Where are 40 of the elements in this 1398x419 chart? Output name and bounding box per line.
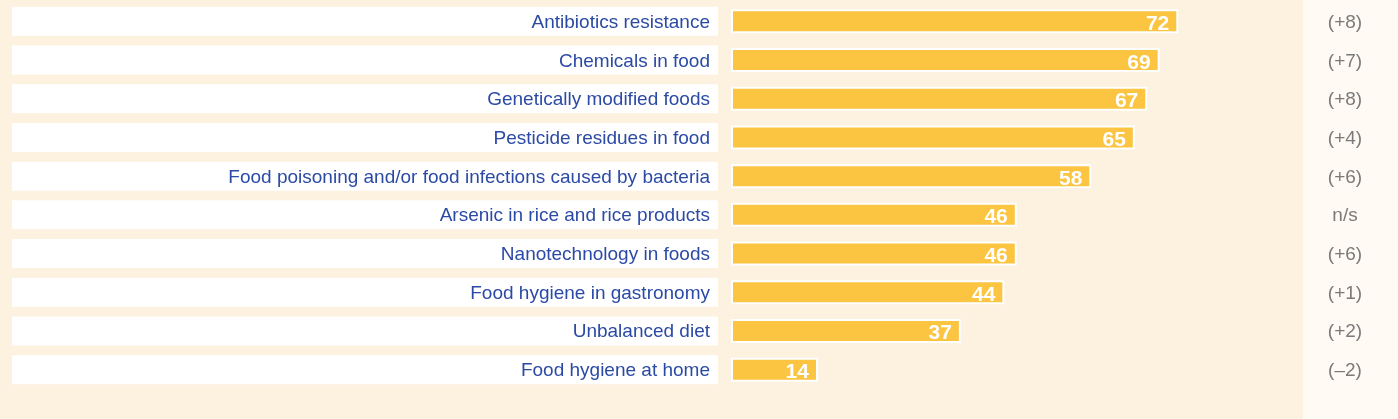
y-tick-label: Unbalanced diet [572, 320, 711, 342]
text: (+6) [1327, 243, 1363, 265]
text: (+4) [1327, 126, 1363, 148]
bar [731, 48, 1160, 73]
data-label: 46 [984, 243, 1008, 267]
text: (+1) [1327, 281, 1363, 303]
bar [731, 86, 1148, 111]
bar [731, 9, 1179, 34]
data-label: 44 [971, 281, 996, 305]
bar [731, 280, 1005, 305]
data-label: 65 [1102, 126, 1127, 150]
data-label: 58 [1058, 165, 1083, 189]
text: (+7) [1327, 49, 1363, 71]
data-label: 72 [1145, 10, 1170, 34]
bar [731, 164, 1092, 189]
data-label: 46 [984, 204, 1008, 228]
y-tick-label: Nanotechnology in foods [500, 243, 710, 265]
bar [731, 241, 1017, 266]
y-tick-label: Chemicals in food [558, 49, 710, 71]
y-tick-label: Arsenic in rice and rice products [439, 204, 710, 226]
text: (+8) [1327, 10, 1363, 32]
text: (+2) [1327, 320, 1363, 342]
y-tick-label: Pesticide residues in food [493, 126, 710, 148]
y-tick-label: Genetically modified foods [487, 88, 710, 110]
y-tick-label: Food poisoning and/or food infections caused by bacteria [228, 165, 711, 187]
y-tick-label: Food hygiene in gastronomy [470, 281, 711, 303]
data-label: 67 [1114, 88, 1139, 112]
bar [731, 318, 961, 343]
text: (+8) [1327, 88, 1363, 110]
data-label: 14 [785, 359, 810, 383]
text: (+6) [1327, 165, 1363, 187]
data-label: 69 [1127, 49, 1151, 73]
y-tick-label: Food hygiene at home [520, 359, 710, 381]
y-tick-label: Antibiotics resistance [531, 10, 710, 32]
bar [731, 202, 1017, 227]
bar [731, 125, 1135, 150]
text: (–2) [1328, 359, 1362, 381]
text: n/s [1332, 204, 1358, 226]
data-label: 37 [928, 320, 952, 344]
bar [731, 357, 818, 382]
